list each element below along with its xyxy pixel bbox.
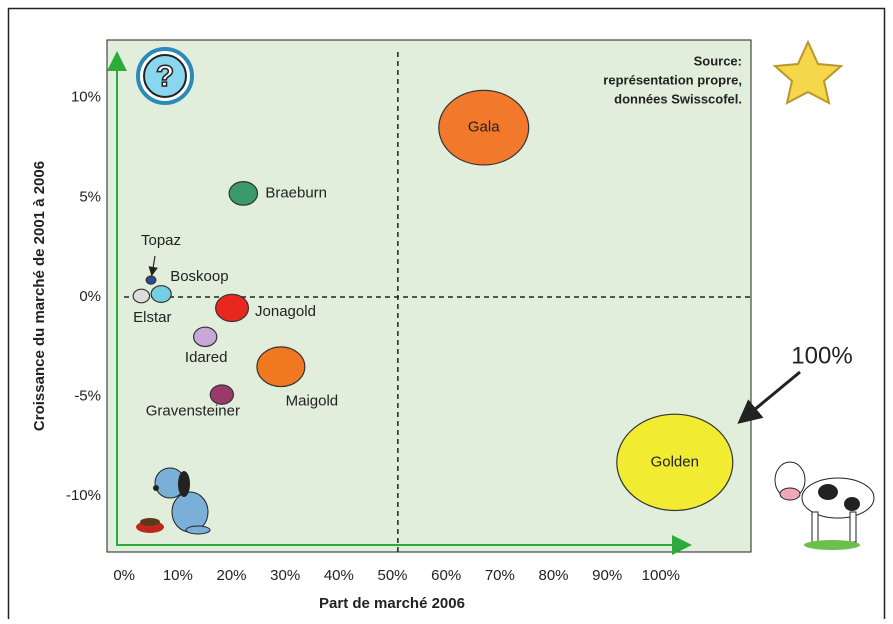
x-tick-label: 90%: [592, 567, 622, 584]
x-tick-label: 100%: [642, 567, 680, 584]
y-axis-title: Croissance du marché de 2001 à 2006: [31, 161, 48, 431]
y-tick-label: 5%: [79, 188, 101, 205]
x-axis-title: Part de marché 2006: [319, 595, 465, 612]
x-tick-label: 40%: [324, 567, 354, 584]
chart: Part de marché 2006 Croissance du marché…: [0, 0, 893, 619]
star-icon: [775, 42, 841, 103]
bubble-label: Elstar: [133, 309, 171, 326]
x-tick-label: 20%: [216, 567, 246, 584]
x-tick-label: 30%: [270, 567, 300, 584]
x-tick-label: 0%: [113, 567, 135, 584]
bubble-label: Jonagold: [255, 303, 316, 320]
y-tick-label: -10%: [66, 487, 101, 504]
annotation: 100%: [791, 342, 852, 369]
bubble-label: Gravensteiner: [146, 403, 240, 420]
bubble: [229, 182, 257, 206]
x-tick-label: 60%: [431, 567, 461, 584]
bubble: [133, 289, 149, 303]
source-note: données Swisscofel.: [614, 91, 742, 106]
y-tick-label: -5%: [74, 388, 101, 405]
svg-text:?: ?: [156, 60, 174, 93]
page: Part de marché 2006 Croissance du marché…: [0, 0, 893, 624]
x-tick-label: 70%: [485, 567, 515, 584]
bubble: [210, 385, 233, 404]
x-tick-label: 80%: [538, 567, 568, 584]
bubble-label: Braeburn: [265, 184, 327, 201]
bubble: [146, 276, 156, 284]
bubble: [216, 294, 249, 321]
source-note: représentation propre,: [603, 72, 742, 87]
bubble-label: Gala: [468, 119, 500, 136]
cow-icon: [775, 462, 874, 550]
y-tick-label: 0%: [79, 288, 101, 305]
y-tick-label: 10%: [71, 89, 101, 106]
bubble: [151, 286, 171, 303]
bubble-label: Maigold: [286, 393, 339, 410]
bubble-label: Boskoop: [170, 268, 228, 285]
source-note: Source:: [694, 53, 742, 68]
bubble-label: Idared: [185, 349, 228, 366]
question-icon: ?: [138, 49, 192, 103]
x-tick-label: 50%: [377, 567, 407, 584]
bubble-label: Topaz: [141, 232, 181, 249]
x-tick-label: 10%: [163, 567, 193, 584]
bubble: [257, 347, 305, 387]
bubble: [194, 327, 217, 346]
bubble-label: Golden: [651, 453, 699, 470]
